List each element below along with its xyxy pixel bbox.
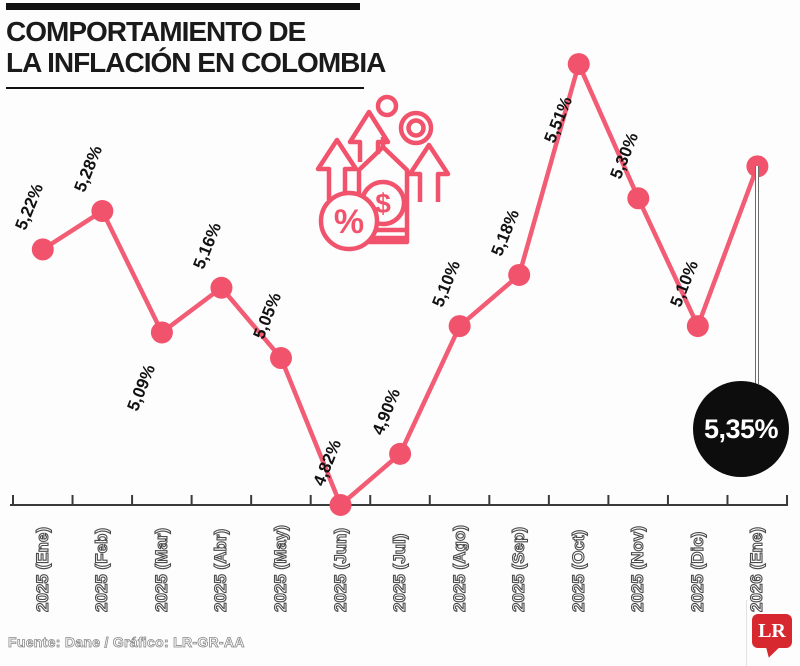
data-point-marker [150, 321, 173, 344]
source-credit: Fuente: Dane / Gráfico: LR-GR-AA [8, 634, 245, 651]
x-axis-month-label: 2026 (Ene) [747, 526, 767, 612]
data-point-marker [686, 315, 709, 338]
data-point-marker [389, 442, 412, 465]
data-point-marker [448, 315, 471, 338]
page-title: COMPORTAMIENTO DE LA INFLACIÓN EN COLOMB… [6, 16, 386, 78]
lr-logo-text: LR [758, 619, 786, 642]
x-axis-month-label: 2025 (Feb) [92, 527, 112, 612]
data-point-marker [31, 238, 54, 261]
x-axis-month-label: 2025 (Sep) [509, 526, 529, 612]
svg-text:%: % [334, 203, 364, 241]
data-point-marker [270, 347, 292, 370]
lr-logo: LR [752, 614, 792, 648]
x-axis-month-label: 2025 (Ene) [32, 526, 52, 612]
data-point-marker [210, 276, 233, 299]
x-axis-month-label: 2025 (Nov) [628, 525, 648, 612]
data-point-marker [567, 53, 590, 76]
latest-value-callout: 5,35% [693, 381, 789, 477]
footer-separator [746, 600, 747, 666]
header-accent-bar [6, 3, 360, 10]
callout-connector-line [755, 166, 760, 384]
x-axis-month-label: 2025 (Ago) [449, 525, 469, 613]
x-axis-month-label: 2025 (Oct) [568, 529, 588, 612]
page-title-line1: COMPORTAMIENTO DE [6, 16, 306, 47]
x-axis-month-label: 2025 (Dic) [687, 531, 707, 612]
page-title-line2: LA INFLACIÓN EN COLOMBIA [6, 47, 386, 78]
x-axis-month-label: 2025 (Mar) [151, 527, 171, 612]
data-point-marker [508, 263, 531, 286]
svg-text:$: $ [375, 188, 391, 219]
inflation-icon: $ % [315, 94, 451, 252]
x-axis-month-label: 2025 (Jul) [390, 533, 410, 613]
title-underline [6, 87, 364, 89]
latest-value-label: 5,35% [703, 413, 779, 444]
x-axis-month-label: 2025 (Abr) [211, 528, 231, 612]
x-axis-month-label: 2025 (Jun) [330, 527, 350, 612]
data-point-marker [627, 187, 650, 210]
data-point-marker [91, 200, 114, 223]
lr-logo-tail [762, 644, 780, 660]
x-axis-month-label: 2025 (May) [270, 525, 290, 613]
data-point-marker [329, 494, 352, 516]
